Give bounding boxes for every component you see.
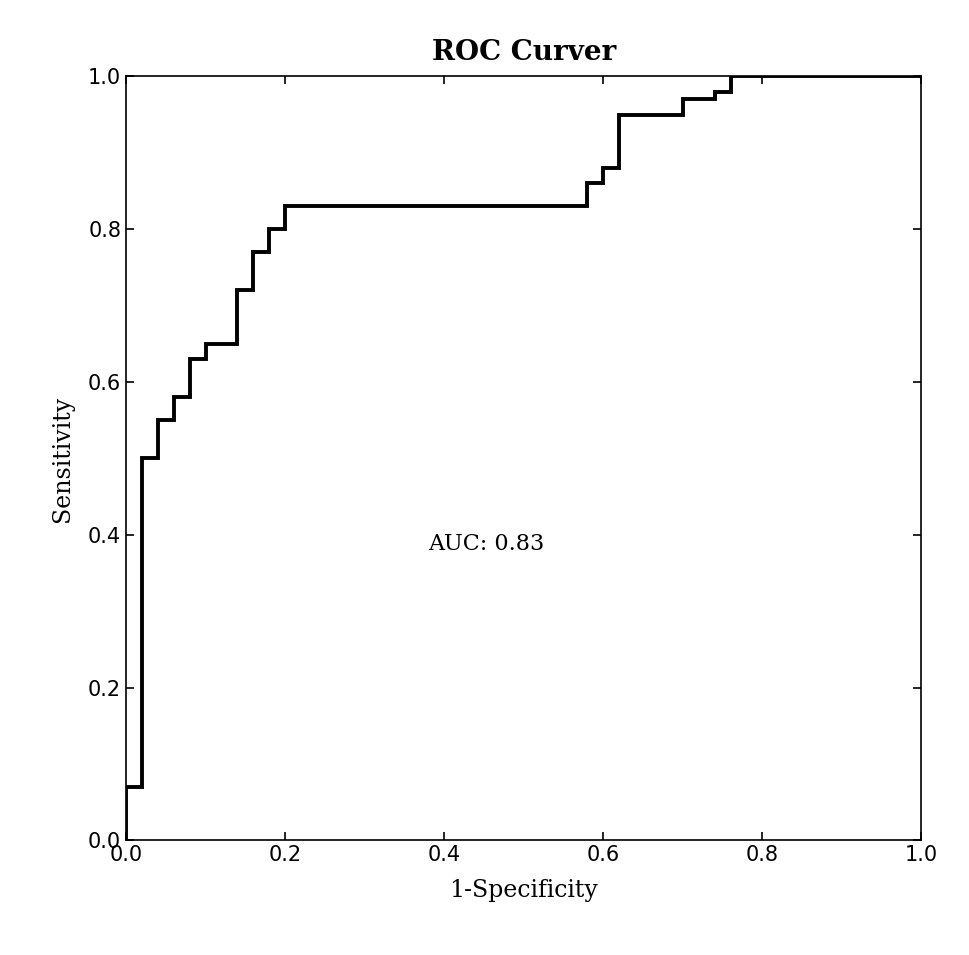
Text: AUC: 0.83: AUC: 0.83	[428, 533, 544, 555]
X-axis label: 1-Specificity: 1-Specificity	[449, 880, 598, 902]
Title: ROC Curver: ROC Curver	[431, 39, 615, 66]
Y-axis label: Sensitivity: Sensitivity	[51, 395, 74, 521]
